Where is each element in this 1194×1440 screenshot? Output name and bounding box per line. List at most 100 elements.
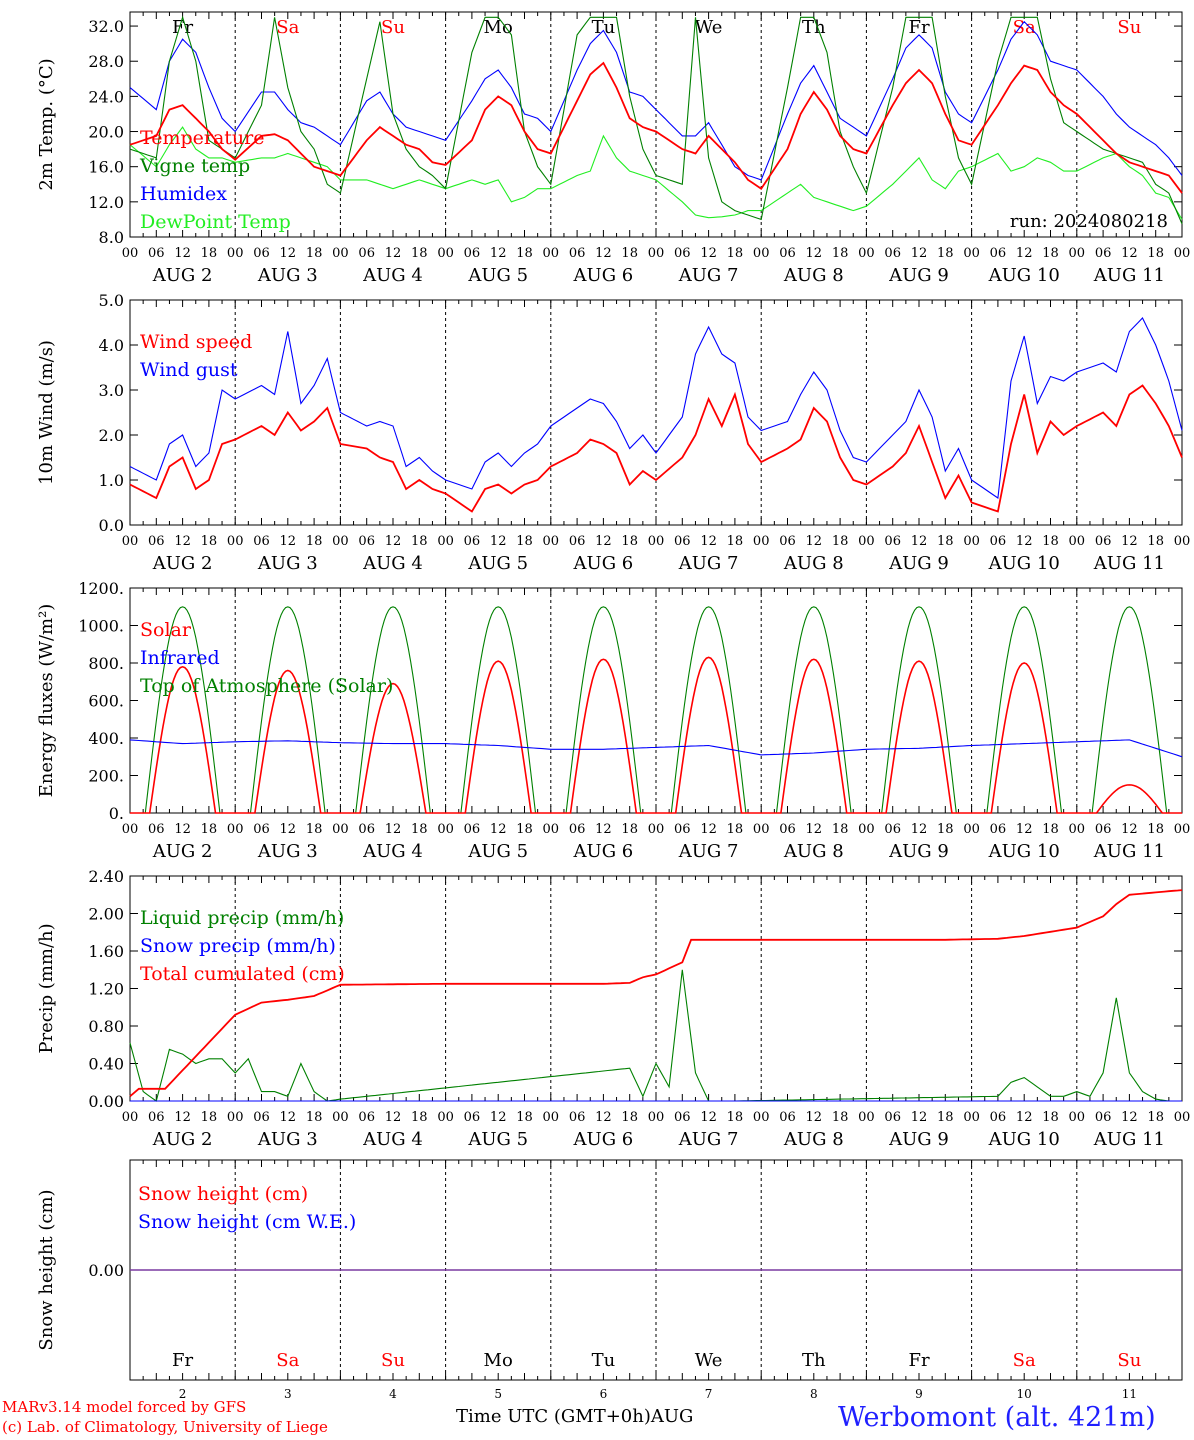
y-tick-label: 3.0	[99, 381, 124, 400]
x-hour-label: 00	[858, 822, 875, 837]
legend-total-cumulated-cm: Total cumulated (cm)	[140, 963, 345, 985]
panel-frame	[129, 11, 1183, 238]
model-credit: MARv3.14 model forced by GFS	[2, 1398, 247, 1416]
series-vigne-temp	[129, 15, 1183, 225]
x-hour-label: 06	[779, 246, 796, 261]
x-hour-label: 06	[358, 822, 375, 837]
x-hour-label: 18	[1042, 1110, 1059, 1125]
x-hour-label: 06	[674, 822, 691, 837]
x-hour-label: 00	[963, 822, 980, 837]
series-liquid-precip-mm-h	[129, 969, 1182, 1102]
x-day-label: AUG 10	[988, 265, 1060, 286]
x-hour-label: 06	[1095, 822, 1112, 837]
x-hour-label: 12	[1016, 1110, 1033, 1125]
x-day-label: AUG 3	[257, 553, 318, 574]
x-hour-label: 18	[937, 246, 954, 261]
x-hour-label: 00	[332, 1110, 349, 1125]
weekday-label: Su	[1117, 1350, 1141, 1371]
series-temperature	[129, 61, 1183, 194]
x-hour-label: 06	[464, 822, 481, 837]
x-hour-label: 12	[911, 822, 928, 837]
x-hour-label: 12	[280, 1110, 297, 1125]
x-day-label: AUG 7	[678, 841, 739, 862]
x-hour-label: 06	[990, 822, 1007, 837]
y-tick-label: 0.0	[99, 516, 124, 535]
y-tick-label: 8.0	[99, 228, 124, 247]
legend-temperature: Temperature	[140, 127, 264, 149]
x-hour-label: 12	[1016, 246, 1033, 261]
x-hour-label: 00	[648, 822, 665, 837]
x-hour-label: 06	[148, 534, 165, 549]
y-tick-label: 800.	[88, 654, 124, 673]
weekday-label: Fr	[908, 1350, 929, 1371]
weekday-label: We	[695, 1350, 723, 1371]
x-hour-label: 18	[937, 534, 954, 549]
x-hour-label: 12	[174, 534, 191, 549]
date-label: 11	[1122, 1387, 1137, 1401]
x-hour-label: 18	[1147, 246, 1164, 261]
x-hour-label: 18	[1147, 822, 1164, 837]
x-hour-label: 18	[937, 1110, 954, 1125]
weekday-label: Fr	[172, 1350, 193, 1371]
x-hour-label: 00	[1069, 1110, 1086, 1125]
x-day-label: AUG 4	[362, 553, 423, 574]
x-hour-label: 12	[174, 246, 191, 261]
x-hour-label: 12	[1121, 1110, 1138, 1125]
x-day-label: AUG 10	[988, 841, 1060, 862]
panel-3	[129, 587, 1183, 814]
x-hour-label: 12	[490, 1110, 507, 1125]
x-day-label: AUG 2	[152, 553, 213, 574]
legend-liquid-precip-mm-h: Liquid precip (mm/h)	[140, 907, 344, 929]
run-label: run: 2024080218	[1010, 211, 1168, 232]
x-hour-label: 06	[1095, 1110, 1112, 1125]
x-hour-label: 12	[806, 1110, 823, 1125]
x-hour-label: 00	[858, 1110, 875, 1125]
x-hour-label: 06	[569, 1110, 586, 1125]
x-hour-label: 18	[516, 534, 533, 549]
x-hour-label: 12	[700, 1110, 717, 1125]
weekday-label: Tu	[592, 17, 616, 38]
x-hour-label: 12	[911, 246, 928, 261]
x-hour-label: 12	[174, 822, 191, 837]
x-hour-label: 00	[753, 1110, 770, 1125]
legend-wind-gust: Wind gust	[140, 359, 238, 381]
x-day-label: AUG 10	[988, 1129, 1060, 1150]
y-axis-label: Energy fluxes (W/m²)	[36, 604, 57, 798]
x-hour-label: 06	[990, 246, 1007, 261]
y-axis-label: 10m Wind (m/s)	[36, 340, 57, 485]
y-tick-label: 28.0	[88, 52, 124, 71]
legend-snow-height-cm-w-e: Snow height (cm W.E.)	[138, 1211, 356, 1233]
weekday-label: Su	[381, 1350, 405, 1371]
y-tick-label: 0.00	[88, 1261, 124, 1280]
legend-solar: Solar	[140, 619, 192, 641]
x-hour-label: 00	[332, 534, 349, 549]
x-hour-label: 06	[358, 1110, 375, 1125]
date-label: 6	[600, 1387, 608, 1401]
x-hour-label: 00	[437, 822, 454, 837]
x-hour-label: 00	[963, 534, 980, 549]
y-tick-label: 400.	[88, 729, 124, 748]
x-day-label: AUG 8	[783, 553, 844, 574]
x-hour-label: 06	[779, 534, 796, 549]
x-day-label: AUG 11	[1093, 553, 1165, 574]
x-axis-title: Time UTC (GMT+0h)AUG	[456, 1406, 693, 1427]
x-hour-label: 06	[884, 822, 901, 837]
x-axis-month: AUG	[650, 1406, 694, 1427]
x-hour-label: 00	[437, 1110, 454, 1125]
x-day-label: AUG 2	[152, 841, 213, 862]
x-hour-label: 12	[385, 1110, 402, 1125]
x-hour-label: 12	[595, 822, 612, 837]
y-tick-label: 2.40	[88, 867, 124, 886]
panel-2	[129, 299, 1183, 526]
x-hour-label: 06	[569, 534, 586, 549]
x-hour-label: 12	[806, 822, 823, 837]
x-hour-label: 06	[358, 534, 375, 549]
x-hour-label: 18	[1042, 534, 1059, 549]
x-hour-label: 00	[227, 534, 244, 549]
legend-humidex: Humidex	[140, 183, 227, 205]
x-axis-title-text: Time UTC (GMT+0h)	[456, 1406, 651, 1427]
x-hour-label: 12	[490, 534, 507, 549]
weekday-label: Su	[1117, 17, 1141, 38]
x-hour-label: 18	[516, 246, 533, 261]
